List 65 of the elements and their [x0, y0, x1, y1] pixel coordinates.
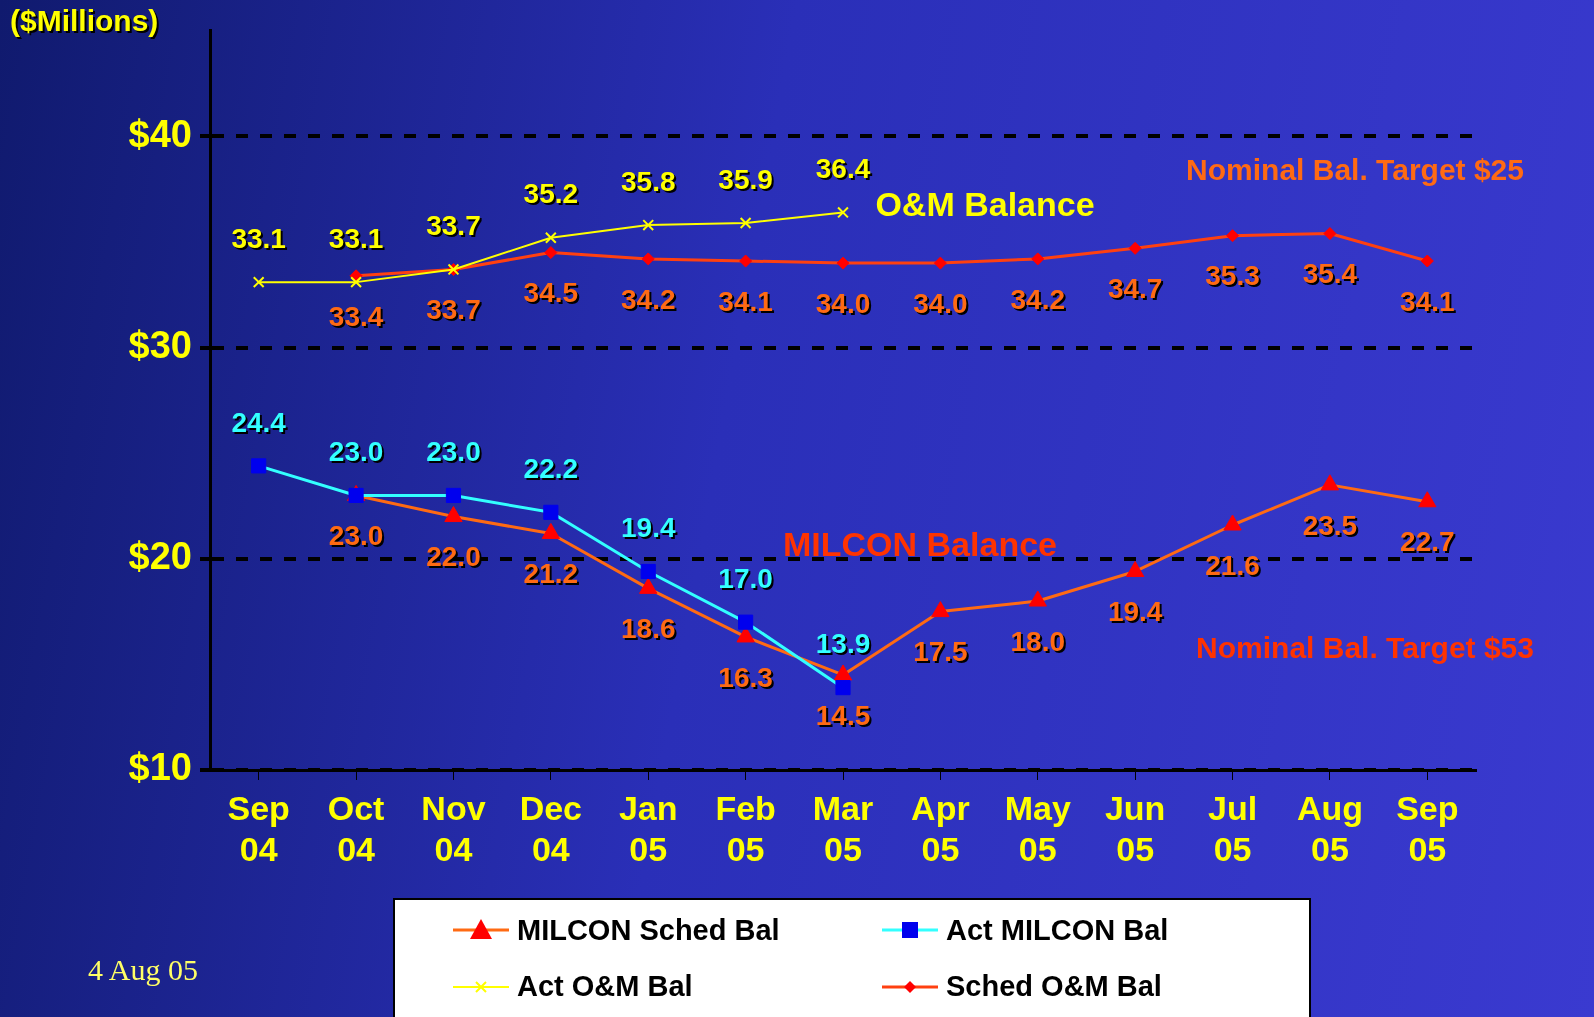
data-label: 33.1 — [233, 224, 288, 256]
annotation: O&M Balance — [875, 185, 1095, 224]
legend-label: Act MILCON Bal — [946, 913, 1169, 947]
data-label: 13.9 — [817, 630, 873, 662]
y-tick-label: $10 — [128, 746, 192, 789]
data-label: 22.2 — [525, 455, 581, 487]
data-label: 23.5 — [1302, 509, 1358, 541]
data-label: 35.2 — [525, 180, 581, 212]
legend-label: MILCON Sched Bal — [517, 913, 780, 947]
data-label: 34.7 — [1107, 273, 1163, 305]
x-tick-label: Sep 05 — [1396, 788, 1459, 868]
text: 4 Aug 05 — [87, 952, 199, 986]
x-tick-label: Dec 04 — [519, 788, 583, 868]
data-label: 34.0 — [913, 287, 968, 319]
x-tick-label: Aug 05 — [1296, 788, 1363, 868]
x-tick-label: Mar 05 — [812, 788, 874, 868]
x-tick-label: Oct 04 — [327, 788, 385, 868]
data-label: 34.0 — [815, 287, 871, 319]
data-label: 33.1 — [330, 224, 386, 256]
data-label: 34.5 — [523, 277, 579, 309]
y-axis-title: ($Millions) — [12, 6, 161, 40]
x-tick-label: Apr 05 — [911, 788, 970, 868]
data-label: 18.6 — [620, 613, 676, 645]
data-label: 34.1 — [1400, 285, 1455, 317]
data-label: 24.4 — [233, 408, 289, 440]
x-tick-label: Nov 04 — [421, 788, 486, 868]
data-label: 22.0 — [426, 541, 481, 573]
data-label: 23.0 — [330, 438, 386, 470]
data-label: 34.2 — [620, 283, 676, 315]
data-label: 35.3 — [1205, 260, 1260, 292]
y-tick-label: $20 — [128, 535, 192, 578]
data-label: 34.1 — [718, 285, 773, 317]
data-label: 35.8 — [622, 167, 678, 199]
data-label: 33.7 — [426, 294, 481, 326]
annotation: Nominal Bal. Target $53 — [1196, 631, 1534, 665]
data-label: 17.5 — [913, 636, 968, 668]
data-label: 14.5 — [815, 699, 871, 731]
data-label: 23.0 — [328, 520, 384, 552]
x-tick-label: Jul 05 — [1207, 788, 1258, 868]
data-label: 34.2 — [1010, 283, 1066, 315]
y-tick-label: $30 — [128, 324, 192, 367]
legend-label: Sched O&M Bal — [946, 970, 1162, 1003]
data-label: 16.3 — [718, 661, 773, 693]
x-tick-label: Feb 05 — [715, 788, 776, 868]
data-label: 33.4 — [328, 300, 384, 332]
data-label: 19.4 — [1107, 596, 1163, 628]
data-label: 21.2 — [523, 558, 579, 590]
data-label: 23.0 — [428, 438, 483, 470]
data-label: 21.6 — [1205, 549, 1260, 581]
annotation: Nominal Bal. Target $25 — [1186, 153, 1524, 187]
data-label: 35.9 — [720, 165, 775, 197]
data-label: 17.0 — [720, 564, 775, 596]
legend-label: Act O&M Bal — [517, 970, 693, 1003]
x-tick-label: May 05 — [1004, 788, 1071, 868]
data-label: 36.4 — [817, 155, 873, 187]
x-tick-label: Jan 05 — [618, 788, 678, 868]
data-label: 19.4 — [622, 514, 678, 546]
data-label: 35.4 — [1302, 258, 1358, 290]
x-tick-label: Jun 05 — [1104, 788, 1166, 868]
y-tick-label: $40 — [128, 112, 192, 155]
annotation: MILCON Balance — [783, 525, 1057, 564]
data-label: 22.7 — [1400, 526, 1455, 558]
data-label: 18.0 — [1010, 625, 1066, 657]
data-label: 33.7 — [428, 212, 483, 244]
x-tick-label: Sep 04 — [227, 788, 290, 868]
